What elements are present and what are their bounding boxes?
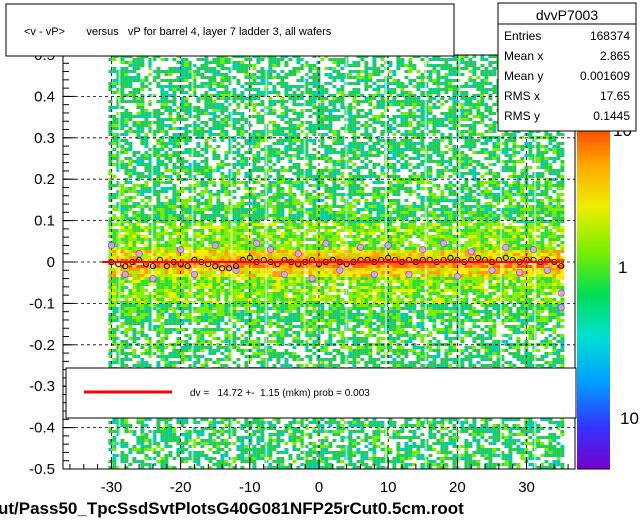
profile-point xyxy=(184,263,191,270)
outlier-point xyxy=(211,241,219,250)
color-scale xyxy=(577,120,610,469)
x-tick-label-5: 20 xyxy=(449,479,466,496)
stats-name: dvvP7003 xyxy=(536,7,598,23)
outlier-point xyxy=(529,245,538,254)
outlier-point xyxy=(467,248,475,256)
outlier-point xyxy=(135,250,143,258)
profile-point xyxy=(232,263,240,270)
outlier-point xyxy=(439,239,448,247)
outlier-point xyxy=(453,272,461,281)
outlier-point xyxy=(488,266,496,274)
y-tick-label-2: -0.3 xyxy=(29,378,55,395)
profile-point xyxy=(246,254,253,261)
outlier-point xyxy=(370,270,378,279)
outlier-point xyxy=(557,289,565,297)
outlier-point xyxy=(294,250,302,258)
outlier-point xyxy=(322,239,330,247)
stats-label-4: RMS y xyxy=(504,109,540,123)
heatmap-body xyxy=(108,55,565,469)
y-axis: -0.5-0.4-0.3-0.2-0.100.10.20.30.40.5 xyxy=(29,47,75,478)
outlier-point xyxy=(557,303,565,312)
profile-point xyxy=(163,263,170,270)
profile-point xyxy=(558,263,565,270)
outlier-point xyxy=(336,266,344,274)
outlier-point xyxy=(384,241,392,250)
y-tick-label-3: -0.2 xyxy=(29,337,55,354)
stats-value-0: 168374 xyxy=(590,29,630,43)
x-tick-label-3: 0 xyxy=(315,479,323,496)
y-tick-label-1: -0.4 xyxy=(29,420,55,437)
x-tick-label-4: 10 xyxy=(380,479,397,496)
x-tick-label-1: -20 xyxy=(170,479,192,496)
y-tick-label-8: 0.3 xyxy=(34,130,55,147)
stats-box: dvvP7003 Entries 168374 Mean x 2.865 Mean y 0… xyxy=(497,2,637,132)
stats-value-3: 17.65 xyxy=(600,89,630,103)
chart-title: <v - vP> versus vP for barrel 4, layer 7… xyxy=(24,26,332,38)
stats-value-4: 0.1445 xyxy=(593,109,630,123)
outlier-point xyxy=(107,241,116,250)
outlier-point xyxy=(405,270,413,279)
stats-label-3: RMS x xyxy=(504,89,540,103)
outlier-point xyxy=(308,274,316,283)
x-tick-label-2: -10 xyxy=(239,479,261,496)
outlier-point xyxy=(280,270,289,279)
y-tick-label-4: -0.1 xyxy=(29,295,55,312)
y-tick-label-5: 0 xyxy=(47,254,55,271)
profile-point xyxy=(475,254,482,261)
profile-point xyxy=(447,254,454,261)
outlier-point xyxy=(253,239,261,247)
x-tick-label-0: -30 xyxy=(101,479,123,496)
outlier-point xyxy=(419,245,427,254)
colorbar-tick-label-mid: 1 xyxy=(618,258,627,277)
stats-value-2: 0.001609 xyxy=(580,69,630,83)
outlier-point xyxy=(190,270,199,279)
profile-point xyxy=(122,263,129,270)
stats-label-2: Mean y xyxy=(504,69,543,83)
stats-label-0: Entries xyxy=(504,29,541,43)
outlier-point xyxy=(543,266,551,274)
profile-point xyxy=(226,265,233,272)
stats-value-1: 2.865 xyxy=(600,49,630,63)
colorbar-tick-label-low: 10 xyxy=(620,409,639,428)
profile-point xyxy=(219,265,226,272)
x-axis: -30 -20 -10 0 10 20 30 xyxy=(69,459,569,496)
profile-point xyxy=(385,254,392,261)
y-tick-label-0: -0.5 xyxy=(29,461,55,478)
footer-filename: ut/Pass50_TpcSsdSvtPlotsG40G081NFP25rCut… xyxy=(0,499,464,518)
profile-point xyxy=(212,263,219,270)
outlier-point xyxy=(121,270,129,279)
outlier-point xyxy=(516,268,524,276)
legend-text: dv = 14.72 +- 1.15 (mkm) prob = 0.003 xyxy=(190,388,370,399)
outlier-points xyxy=(107,239,565,312)
outlier-point xyxy=(266,245,275,254)
y-tick-label-9: 0.4 xyxy=(34,88,55,105)
x-tick-label-6: 30 xyxy=(518,479,535,496)
outlier-point xyxy=(149,274,157,283)
outlier-point xyxy=(356,243,365,252)
outlier-point xyxy=(502,243,510,252)
outlier-point xyxy=(177,245,185,254)
y-tick-label-6: 0.1 xyxy=(34,213,55,230)
title-box xyxy=(5,3,455,57)
y-tick-label-7: 0.2 xyxy=(34,171,55,188)
profile-point xyxy=(502,254,509,261)
profile-point xyxy=(149,263,156,270)
stats-label-1: Mean x xyxy=(504,49,543,63)
legend-box: dv = 14.72 +- 1.15 (mkm) prob = 0.003 xyxy=(65,367,577,419)
